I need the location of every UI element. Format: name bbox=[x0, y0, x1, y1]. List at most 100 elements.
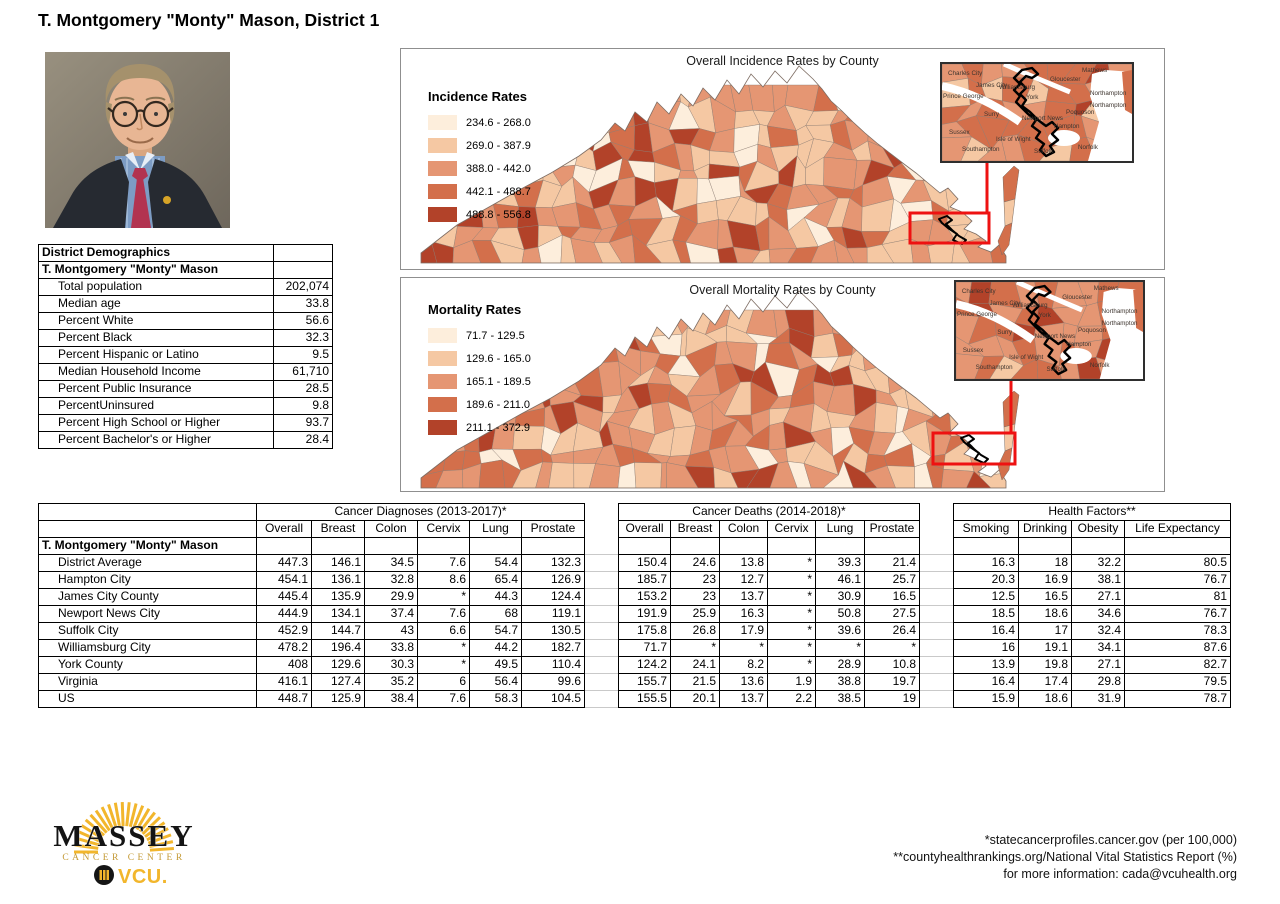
row-group-header: T. Montgomery "Monty" Mason bbox=[38, 537, 257, 555]
county-label: Gloucester bbox=[1062, 294, 1092, 301]
table-row: Hampton City 454.1 136.1 32.8 8.6 65.4 126.9 bbox=[38, 571, 585, 589]
legend-swatch bbox=[428, 184, 457, 199]
table-cell: 17.9 bbox=[719, 622, 768, 640]
table-row: 20.3 16.9 38.1 76.7 bbox=[953, 571, 1231, 589]
column-header: Drinking bbox=[1018, 520, 1072, 538]
legend-entry: 269.0 - 387.9 bbox=[428, 134, 531, 157]
district-outline bbox=[1025, 284, 1072, 376]
row-label: Suffolk City bbox=[38, 622, 257, 640]
table-cell: 76.7 bbox=[1124, 605, 1231, 623]
row-label: Newport News City bbox=[38, 605, 257, 623]
table-cell: 35.2 bbox=[364, 673, 418, 691]
county-label: Charles City bbox=[962, 288, 997, 295]
table-cell: 80.5 bbox=[1124, 554, 1231, 572]
table-row: 191.9 25.9 16.3 * 50.8 27.5 bbox=[618, 605, 920, 623]
legend-entry: 488.8 - 556.8 bbox=[428, 203, 531, 226]
table-cell: 25.9 bbox=[670, 605, 720, 623]
table-cell: 16 bbox=[953, 639, 1019, 657]
table-cell: 76.7 bbox=[1124, 571, 1231, 589]
table-cell: * bbox=[767, 605, 816, 623]
vcu-seal-icon bbox=[94, 865, 114, 885]
table-row: York County 408 129.6 30.3 * 49.5 110.4 bbox=[38, 656, 585, 674]
table-cell: 16.3 bbox=[953, 554, 1019, 572]
row-label: York County bbox=[38, 656, 257, 674]
table-cell: * bbox=[767, 639, 816, 657]
table-cell: 29.8 bbox=[1071, 673, 1125, 691]
portrait-photo bbox=[45, 52, 230, 228]
table-cell: 28.9 bbox=[815, 656, 865, 674]
table-cell bbox=[311, 537, 365, 555]
table-row bbox=[953, 537, 1231, 555]
table-cell: 31.9 bbox=[1071, 690, 1125, 708]
table-row: Percent Black 32.3 bbox=[38, 329, 333, 347]
column-header: Cervix bbox=[767, 520, 816, 538]
column-header: Breast bbox=[670, 520, 720, 538]
table-cell bbox=[864, 537, 920, 555]
legend-range-label: 165.1 - 189.5 bbox=[466, 375, 531, 388]
table-cell: 78.3 bbox=[1124, 622, 1231, 640]
district-inset-map: Charles City Mathews Gloucester James City W… bbox=[940, 62, 1134, 163]
legend-title: Incidence Rates bbox=[428, 89, 527, 104]
demographic-label: Percent White bbox=[38, 312, 274, 330]
legend-rows: 71.7 - 129.5 129.6 - 165.0 165.1 - 189.5 18… bbox=[428, 324, 531, 439]
table-cell: 155.7 bbox=[618, 673, 671, 691]
sunburst-rays bbox=[74, 801, 174, 854]
row-label: Hampton City bbox=[38, 571, 257, 589]
row-label: District Average bbox=[38, 554, 257, 572]
table-row: Cancer Deaths (2014-2018)* bbox=[618, 503, 920, 521]
table-cell: 32.8 bbox=[364, 571, 418, 589]
table-row: Percent Public Insurance 28.5 bbox=[38, 380, 333, 398]
legend-swatch bbox=[428, 115, 457, 130]
district-inset-map: Charles City Mathews Gloucester James City W… bbox=[954, 280, 1145, 381]
legend-title: Mortality Rates bbox=[428, 302, 522, 317]
demographic-value: 56.6 bbox=[273, 312, 333, 330]
table-cell: 126.9 bbox=[521, 571, 585, 589]
table-cell: 135.9 bbox=[311, 588, 365, 606]
legend-entry: 388.0 - 442.0 bbox=[428, 157, 531, 180]
table-cell: * bbox=[767, 656, 816, 674]
legend-range-label: 189.6 - 211.0 bbox=[466, 398, 531, 411]
incidence-legend: Incidence Rates 234.6 - 268.0 269.0 - 387… bbox=[428, 89, 531, 226]
table-cell: 87.6 bbox=[1124, 639, 1231, 657]
demographic-value: 202,074 bbox=[273, 278, 333, 296]
legend-swatch bbox=[428, 351, 457, 366]
legend-swatch bbox=[428, 207, 457, 222]
district-highlight-rect bbox=[931, 431, 1017, 466]
district-highlight-rect bbox=[908, 211, 991, 245]
table-row: 175.8 26.8 17.9 * 39.6 26.4 bbox=[618, 622, 920, 640]
table-row: Smoking Drinking Obesity Life Expectancy bbox=[953, 520, 1231, 538]
table-cell: 7.6 bbox=[417, 605, 470, 623]
table-cell bbox=[1124, 537, 1231, 555]
mortality-map-panel: Overall Mortality Rates by County Mortal… bbox=[400, 277, 1165, 492]
table-cell: 21.4 bbox=[864, 554, 920, 572]
mortality-map-title: Overall Mortality Rates by County bbox=[689, 283, 876, 297]
lapel-pin bbox=[163, 196, 171, 204]
county-label: Norfolk bbox=[1078, 144, 1099, 151]
county-label: Sussex bbox=[963, 347, 984, 354]
table-cell: 444.9 bbox=[256, 605, 312, 623]
row-label: James City County bbox=[38, 588, 257, 606]
table-row: Newport News City 444.9 134.1 37.4 7.6 68 119.… bbox=[38, 605, 585, 623]
table-cell: 99.6 bbox=[521, 673, 585, 691]
table-row: Williamsburg City 478.2 196.4 33.8 * 44.2 182.… bbox=[38, 639, 585, 657]
table-cell: 27.5 bbox=[864, 605, 920, 623]
county-label: Sussex bbox=[949, 129, 971, 136]
table-row: 13.9 19.8 27.1 82.7 bbox=[953, 656, 1231, 674]
column-header: Overall bbox=[256, 520, 312, 538]
legend-rows: 234.6 - 268.0 269.0 - 387.9 388.0 - 442.0 4… bbox=[428, 111, 531, 226]
table-cell: 37.4 bbox=[364, 605, 418, 623]
county-label: Mathews bbox=[1094, 285, 1119, 292]
table-title: Cancer Deaths (2014-2018)* bbox=[618, 503, 920, 521]
table-cell: * bbox=[719, 639, 768, 657]
table-cell bbox=[38, 520, 257, 538]
data-table: Cancer Deaths (2014-2018)* Overall Breast C… bbox=[618, 503, 920, 708]
table-row: T. Montgomery "Monty" Mason bbox=[38, 537, 585, 555]
legend-range-label: 488.8 - 556.8 bbox=[466, 208, 531, 221]
table-cell: 447.3 bbox=[256, 554, 312, 572]
gridline-strip bbox=[920, 554, 953, 709]
county-label: Surry bbox=[984, 111, 1000, 118]
table-cell: 6 bbox=[417, 673, 470, 691]
massey-vcu-logo: MASSEY CANCER CENTER VCU. bbox=[36, 796, 211, 893]
county-label: Northampton bbox=[1102, 308, 1138, 315]
